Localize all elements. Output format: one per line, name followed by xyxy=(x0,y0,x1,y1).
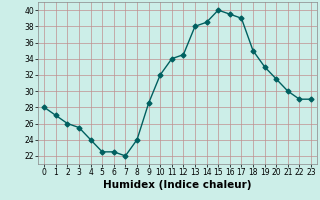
X-axis label: Humidex (Indice chaleur): Humidex (Indice chaleur) xyxy=(103,180,252,190)
